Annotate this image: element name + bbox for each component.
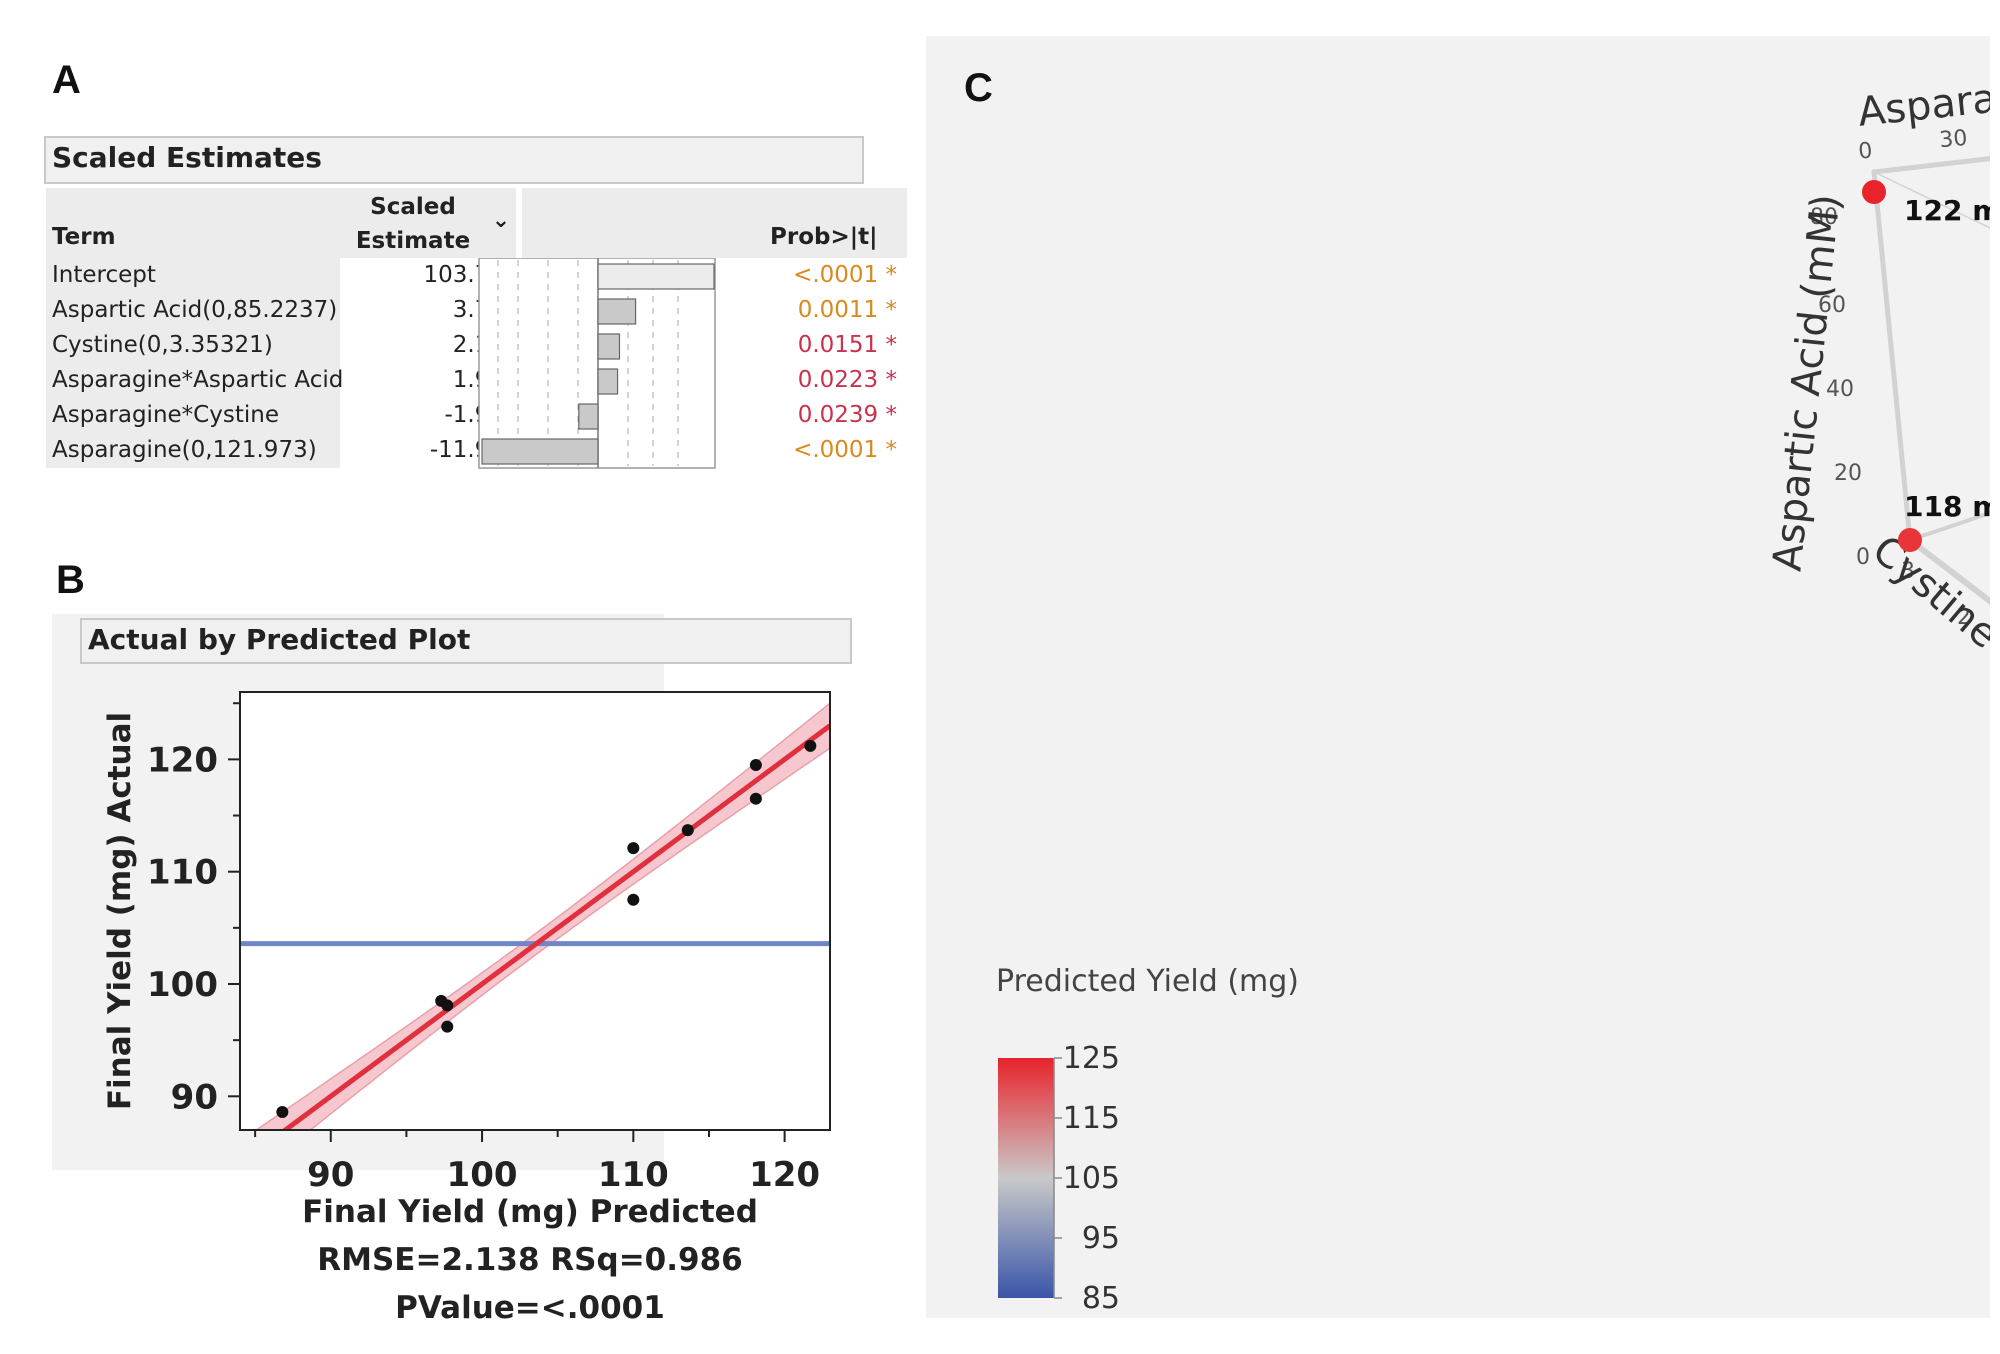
colorbar-tick-label: 125 bbox=[1063, 1041, 1120, 1076]
estimate-bar-chart bbox=[478, 258, 716, 469]
aspartic-left-tick: 20 bbox=[1834, 461, 1862, 486]
cystine-bottom-tick: 3 bbox=[1901, 559, 1915, 584]
cube-edge bbox=[1908, 510, 1990, 542]
col-header-scaled-line1: Scaled bbox=[370, 194, 456, 220]
aspartic-left-tick: 60 bbox=[1818, 293, 1846, 318]
colorbar-gradient bbox=[998, 1058, 1054, 1298]
actual-by-predicted-header[interactable]: Actual by Predicted Plot bbox=[80, 618, 852, 664]
data-point bbox=[804, 739, 817, 752]
table-row[interactable]: Asparagine*Cystine -1.91 0.0239 * bbox=[46, 398, 907, 433]
plot-area bbox=[240, 692, 830, 1130]
table-row[interactable]: Intercept 103.79 <.0001 * bbox=[46, 258, 907, 293]
data-point bbox=[627, 842, 640, 855]
abp-footer: Final Yield (mg) Predicted RMSE=2.138 RS… bbox=[250, 1188, 810, 1332]
estimate-bar bbox=[481, 438, 599, 465]
colorbar-title: Predicted Yield (mg) bbox=[996, 964, 1300, 999]
prob-cell: 0.0151 * bbox=[797, 332, 897, 358]
data-point bbox=[749, 792, 762, 805]
plot-frame bbox=[239, 691, 831, 1131]
data-point bbox=[276, 1106, 289, 1119]
panel-label-b: B bbox=[56, 558, 85, 602]
y-tick-label: 90 bbox=[171, 1077, 218, 1117]
panel-label-a: A bbox=[52, 58, 81, 102]
asparagine-top-tick: 30 bbox=[1938, 126, 1968, 153]
data-point bbox=[441, 999, 454, 1012]
colorbar-tick-label: 105 bbox=[1063, 1161, 1120, 1196]
prob-cell: 0.0011 * bbox=[797, 297, 897, 323]
cube-edge bbox=[1907, 537, 1990, 605]
data-point bbox=[627, 893, 640, 906]
scaled-estimates-header[interactable]: Scaled Estimates bbox=[44, 136, 864, 184]
y-tick-label: 110 bbox=[147, 853, 218, 893]
asparagine-top-tick: 0 bbox=[1857, 138, 1873, 164]
x-tick-label: 100 bbox=[447, 1155, 518, 1195]
abp-pvalue: PValue=<.0001 bbox=[395, 1290, 665, 1326]
cube-point bbox=[1862, 180, 1886, 204]
aspartic-left-tick: 80 bbox=[1810, 205, 1838, 230]
prob-cell: 0.0239 * bbox=[797, 402, 897, 428]
y-tick-label: 120 bbox=[147, 740, 218, 780]
cystine-axis-title-bottom: Cystine (mM) bbox=[1863, 527, 1990, 734]
data-point bbox=[749, 759, 762, 771]
abp-xlabel: Final Yield (mg) Predicted bbox=[302, 1194, 758, 1230]
x-tick-label: 110 bbox=[598, 1155, 669, 1195]
x-tick-label: 90 bbox=[307, 1155, 354, 1195]
table-row[interactable]: Aspartic Acid(0,85.2237)3.740.0011 * bbox=[46, 293, 907, 328]
cube-3d-plot: 0306090120321080604020080604020032100306… bbox=[1764, 54, 1990, 734]
prob-cell: <.0001 * bbox=[793, 262, 897, 288]
cube-point-label: 118 mg bbox=[1904, 490, 1990, 523]
sort-chevron-down-icon[interactable]: ⌄ bbox=[486, 188, 516, 258]
table-row[interactable]: Asparagine*Aspartic Acid1.950.0223 * bbox=[46, 363, 907, 398]
prob-cell: 0.0223 * bbox=[797, 367, 897, 393]
estimate-bar bbox=[597, 333, 621, 360]
plot-clip-group bbox=[240, 702, 830, 1130]
estimate-bar bbox=[578, 403, 599, 430]
colorbar-tick-label: 85 bbox=[1082, 1281, 1120, 1310]
prob-cell: <.0001 * bbox=[793, 437, 897, 463]
estimate-bar bbox=[597, 368, 619, 395]
y-tick-label: 100 bbox=[147, 965, 218, 1005]
table-row[interactable]: Cystine(0,3.35321)2.140.0151 * bbox=[46, 328, 907, 363]
estimate-bar bbox=[597, 298, 637, 325]
cube-edge bbox=[1871, 156, 1990, 175]
abp-rmse: RMSE=2.138 RSq=0.986 bbox=[317, 1242, 743, 1278]
cube-point-label: 122 mg bbox=[1904, 194, 1990, 227]
term-cell: Intercept bbox=[46, 258, 340, 293]
cystine-bottom-tick: 2 bbox=[1957, 605, 1971, 630]
col-header-prob[interactable]: Prob>|t| bbox=[762, 188, 907, 258]
term-cell: Asparagine*Aspartic Acid bbox=[46, 363, 343, 398]
term-cell: Cystine(0,3.35321) bbox=[46, 328, 340, 363]
fit-line bbox=[281, 723, 830, 1130]
cube-edge bbox=[1873, 171, 1990, 229]
data-point bbox=[681, 824, 694, 837]
col-header-scaled-estimate[interactable]: Scaled Estimate bbox=[340, 188, 486, 258]
term-cell: Asparagine(0,121.973) bbox=[46, 433, 340, 468]
cube-point bbox=[1898, 528, 1922, 552]
term-cell: Aspartic Acid(0,85.2237) bbox=[46, 293, 340, 328]
aspartic-left-tick: 0 bbox=[1856, 545, 1870, 570]
colorbar-tick-label: 95 bbox=[1082, 1221, 1120, 1256]
x-tick-label: 120 bbox=[749, 1155, 820, 1195]
table-row[interactable]: Asparagine(0,121.973) -11.95 <.0001 * bbox=[46, 433, 907, 468]
cube-edge bbox=[1871, 169, 1913, 543]
panel-c-background bbox=[926, 36, 1990, 1318]
asparagine-axis-title-top: Asparagine (mM) bbox=[1856, 54, 1990, 136]
col-header-scaled-line2: Estimate bbox=[355, 228, 471, 254]
col-header-term[interactable]: Term bbox=[46, 188, 340, 258]
panel-label-c: C bbox=[964, 66, 993, 110]
y-axis-label: Final Yield (mg) Actual bbox=[102, 712, 138, 1110]
colorbar-tick-label: 115 bbox=[1063, 1101, 1120, 1136]
aspartic-left-tick: 40 bbox=[1826, 377, 1854, 402]
term-cell: Asparagine*Cystine bbox=[46, 398, 340, 433]
colorbar: 125 115 105 95 85 bbox=[998, 1041, 1120, 1310]
estimate-bar bbox=[597, 263, 715, 290]
data-point bbox=[441, 1020, 454, 1033]
col-header-bar bbox=[522, 188, 762, 258]
